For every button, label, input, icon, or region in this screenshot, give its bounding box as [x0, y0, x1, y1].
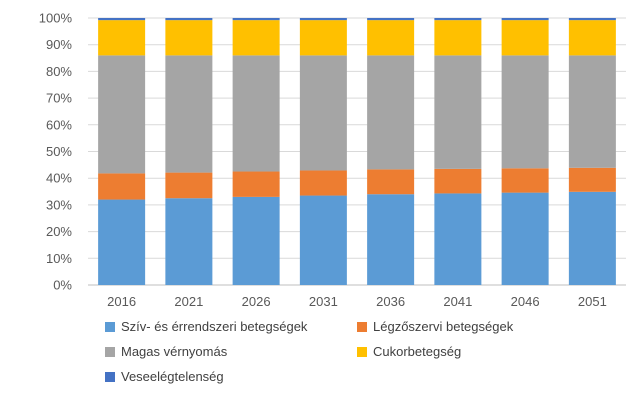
- bar-segment-2031-s3: [299, 20, 347, 56]
- bar-segment-2046-s1: [501, 168, 549, 193]
- bar-segment-2016-s4: [98, 18, 146, 21]
- bar-segment-2021-s1: [165, 172, 213, 199]
- legend-label: Légzőszervi betegségek: [373, 319, 514, 334]
- y-tick-label: 50%: [46, 144, 72, 159]
- bar-segment-2026-s2: [232, 55, 280, 172]
- x-tick-label: 2046: [511, 294, 540, 309]
- x-tick-label: 2051: [578, 294, 607, 309]
- bar-segment-2026-s4: [232, 18, 280, 21]
- bar-segment-2051-s1: [568, 167, 616, 192]
- legend-label: Cukorbetegség: [373, 344, 461, 359]
- bar-segment-2046-s3: [501, 20, 549, 56]
- bar-segment-2016-s0: [98, 199, 146, 285]
- y-tick-label: 0%: [53, 278, 72, 293]
- bar-segment-2021-s3: [165, 20, 213, 56]
- bar-segment-2041-s2: [434, 55, 482, 169]
- bar-segment-2051-s2: [568, 55, 616, 168]
- bar-segment-2051-s0: [568, 191, 616, 285]
- bar-segment-2031-s2: [299, 55, 347, 171]
- y-tick-label: 60%: [46, 117, 72, 132]
- x-tick-label: 2041: [443, 294, 472, 309]
- legend-label: Veseelégtelenség: [121, 369, 224, 384]
- bar-segment-2036-s3: [367, 20, 415, 56]
- bar-segment-2026-s1: [232, 171, 280, 197]
- x-tick-label: 2036: [376, 294, 405, 309]
- bar-segment-2016-s2: [98, 55, 146, 174]
- bar-segment-2046-s4: [501, 18, 549, 21]
- bar-segment-2021-s4: [165, 18, 213, 21]
- bar-segment-2046-s2: [501, 55, 549, 169]
- x-tick-label: 2021: [174, 294, 203, 309]
- bar-segment-2016-s1: [98, 173, 146, 200]
- legend-swatch: [357, 347, 367, 357]
- x-tick-label: 2031: [309, 294, 338, 309]
- y-tick-label: 40%: [46, 171, 72, 186]
- bar-segment-2026-s3: [232, 20, 280, 56]
- y-tick-label: 80%: [46, 64, 72, 79]
- bar-segment-2021-s2: [165, 55, 213, 173]
- bar-segment-2031-s4: [299, 18, 347, 21]
- y-tick-label: 10%: [46, 251, 72, 266]
- legend-swatch: [105, 347, 115, 357]
- legend-swatch: [105, 372, 115, 382]
- bar-segment-2046-s0: [501, 192, 549, 285]
- bar-segment-2031-s1: [299, 170, 347, 196]
- x-tick-label: 2016: [107, 294, 136, 309]
- bar-segment-2031-s0: [299, 195, 347, 285]
- bar-segment-2021-s0: [165, 198, 213, 285]
- legend-label: Szív- és érrendszeri betegségek: [121, 319, 308, 334]
- bar-segment-2051-s3: [568, 20, 616, 56]
- y-tick-label: 90%: [46, 37, 72, 52]
- bar-segment-2036-s1: [367, 169, 415, 195]
- bars: [98, 18, 616, 285]
- y-tick-label: 100%: [39, 11, 73, 26]
- bar-segment-2036-s2: [367, 55, 415, 170]
- legend: Szív- és érrendszeri betegségek Légzőszer…: [105, 319, 514, 384]
- legend-label: Magas vérnyomás: [121, 344, 228, 359]
- bar-segment-2051-s4: [568, 18, 616, 21]
- x-axis-ticks: 2016 2021 2026 2031 2036 2041 2046 2051: [107, 294, 607, 309]
- legend-swatch: [105, 322, 115, 332]
- x-tick-label: 2026: [242, 294, 271, 309]
- bar-segment-2036-s0: [367, 194, 415, 285]
- bar-segment-2036-s4: [367, 18, 415, 21]
- y-tick-label: 70%: [46, 91, 72, 106]
- bar-segment-2041-s0: [434, 193, 482, 285]
- y-axis-ticks: 0% 10% 20% 30% 40% 50% 60% 70% 80% 90% 100%: [39, 11, 73, 293]
- bar-segment-2041-s4: [434, 18, 482, 21]
- y-tick-label: 20%: [46, 224, 72, 239]
- y-tick-label: 30%: [46, 197, 72, 212]
- bar-segment-2016-s3: [98, 20, 146, 56]
- bar-segment-2041-s1: [434, 168, 482, 194]
- bar-segment-2026-s0: [232, 196, 280, 285]
- bar-segment-2041-s3: [434, 20, 482, 56]
- legend-swatch: [357, 322, 367, 332]
